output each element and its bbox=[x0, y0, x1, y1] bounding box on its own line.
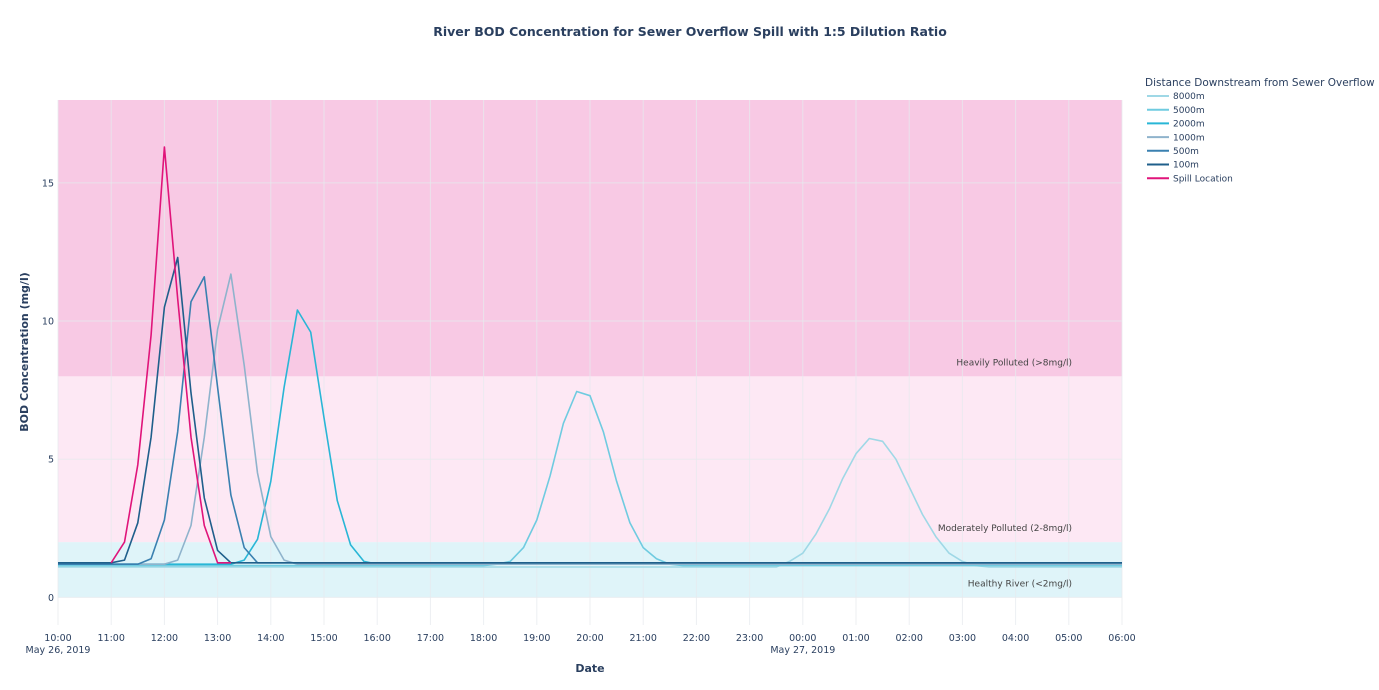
legend-item[interactable]: Spill Location bbox=[1147, 174, 1233, 184]
y-tick-label: 15 bbox=[42, 178, 54, 189]
chart-title: River BOD Concentration for Sewer Overfl… bbox=[433, 24, 947, 39]
x-tick-label: 10:00 bbox=[44, 633, 71, 644]
legend-item[interactable]: 100m bbox=[1147, 161, 1199, 171]
x-tick-label: 06:00 bbox=[1108, 633, 1135, 644]
x-tick-label: 19:00 bbox=[523, 633, 550, 644]
band-label-1: Moderately Polluted (2-8mg/l) bbox=[938, 524, 1072, 534]
x-tick-label: 21:00 bbox=[630, 633, 657, 644]
legend-item[interactable]: 1000m bbox=[1147, 133, 1205, 143]
series-line-500m bbox=[58, 275, 1122, 566]
x-tick-label: 16:00 bbox=[364, 633, 391, 644]
y-tick-label: 5 bbox=[48, 455, 54, 466]
x-tick-label: 12:00 bbox=[151, 633, 178, 644]
series-line-8000m bbox=[58, 437, 1122, 568]
y-tick-label: 0 bbox=[48, 593, 54, 604]
x-tick-label: 23:00 bbox=[736, 633, 763, 644]
x-tick-label: 02:00 bbox=[896, 633, 923, 644]
x-tick-label: 11:00 bbox=[98, 633, 125, 644]
y-axis-title: BOD Concentration (mg/l) bbox=[18, 272, 31, 432]
x-tick-label: 01:00 bbox=[842, 633, 869, 644]
legend-label: 1000m bbox=[1173, 133, 1205, 143]
legend-label: 500m bbox=[1173, 147, 1199, 157]
band-labels: Healthy River (<2mg/l) Moderately Pollute… bbox=[938, 358, 1072, 589]
y-tick-label: 10 bbox=[42, 317, 54, 328]
legend-label: 2000m bbox=[1173, 120, 1205, 130]
series-line-100m bbox=[58, 256, 1122, 564]
x-tick-label: 03:00 bbox=[949, 633, 976, 644]
legend-label: 8000m bbox=[1173, 92, 1205, 102]
legend-item[interactable]: 500m bbox=[1147, 147, 1199, 157]
x-tick-label: 17:00 bbox=[417, 633, 444, 644]
x-tick-label: 05:00 bbox=[1055, 633, 1082, 644]
x-tick-label: 14:00 bbox=[257, 633, 284, 644]
legend[interactable]: Distance Downstream from Sewer Overflow 8… bbox=[1145, 77, 1375, 184]
x-axis-title: Date bbox=[575, 662, 604, 675]
series-line-1000m bbox=[58, 273, 1122, 566]
legend-item[interactable]: 5000m bbox=[1147, 106, 1205, 116]
series-line-2000m bbox=[58, 309, 1122, 566]
legend-label: 100m bbox=[1173, 161, 1199, 171]
series-line-spill-location bbox=[110, 146, 231, 564]
x-tick-label: 13:00 bbox=[204, 633, 231, 644]
x-tick-date-label: May 27, 2019 bbox=[770, 645, 835, 656]
series-lines bbox=[58, 146, 1122, 568]
x-tick-label: 22:00 bbox=[683, 633, 710, 644]
legend-item[interactable]: 8000m bbox=[1147, 92, 1205, 102]
x-tick-label: 15:00 bbox=[310, 633, 337, 644]
legend-label: Spill Location bbox=[1173, 174, 1233, 184]
x-tick-date-label: May 26, 2019 bbox=[26, 645, 91, 656]
x-tick-label: 18:00 bbox=[470, 633, 497, 644]
legend-label: 5000m bbox=[1173, 106, 1205, 116]
series-line-5000m bbox=[58, 390, 1122, 567]
legend-item[interactable]: 2000m bbox=[1147, 120, 1205, 130]
x-tick-label: 04:00 bbox=[1002, 633, 1029, 644]
band-label-2: Heavily Polluted (>8mg/l) bbox=[956, 358, 1072, 368]
band-label-0: Healthy River (<2mg/l) bbox=[968, 579, 1072, 589]
x-tick-label: 00:00 bbox=[789, 633, 816, 644]
x-tick-label: 20:00 bbox=[576, 633, 603, 644]
legend-title: Distance Downstream from Sewer Overflow bbox=[1145, 77, 1375, 89]
